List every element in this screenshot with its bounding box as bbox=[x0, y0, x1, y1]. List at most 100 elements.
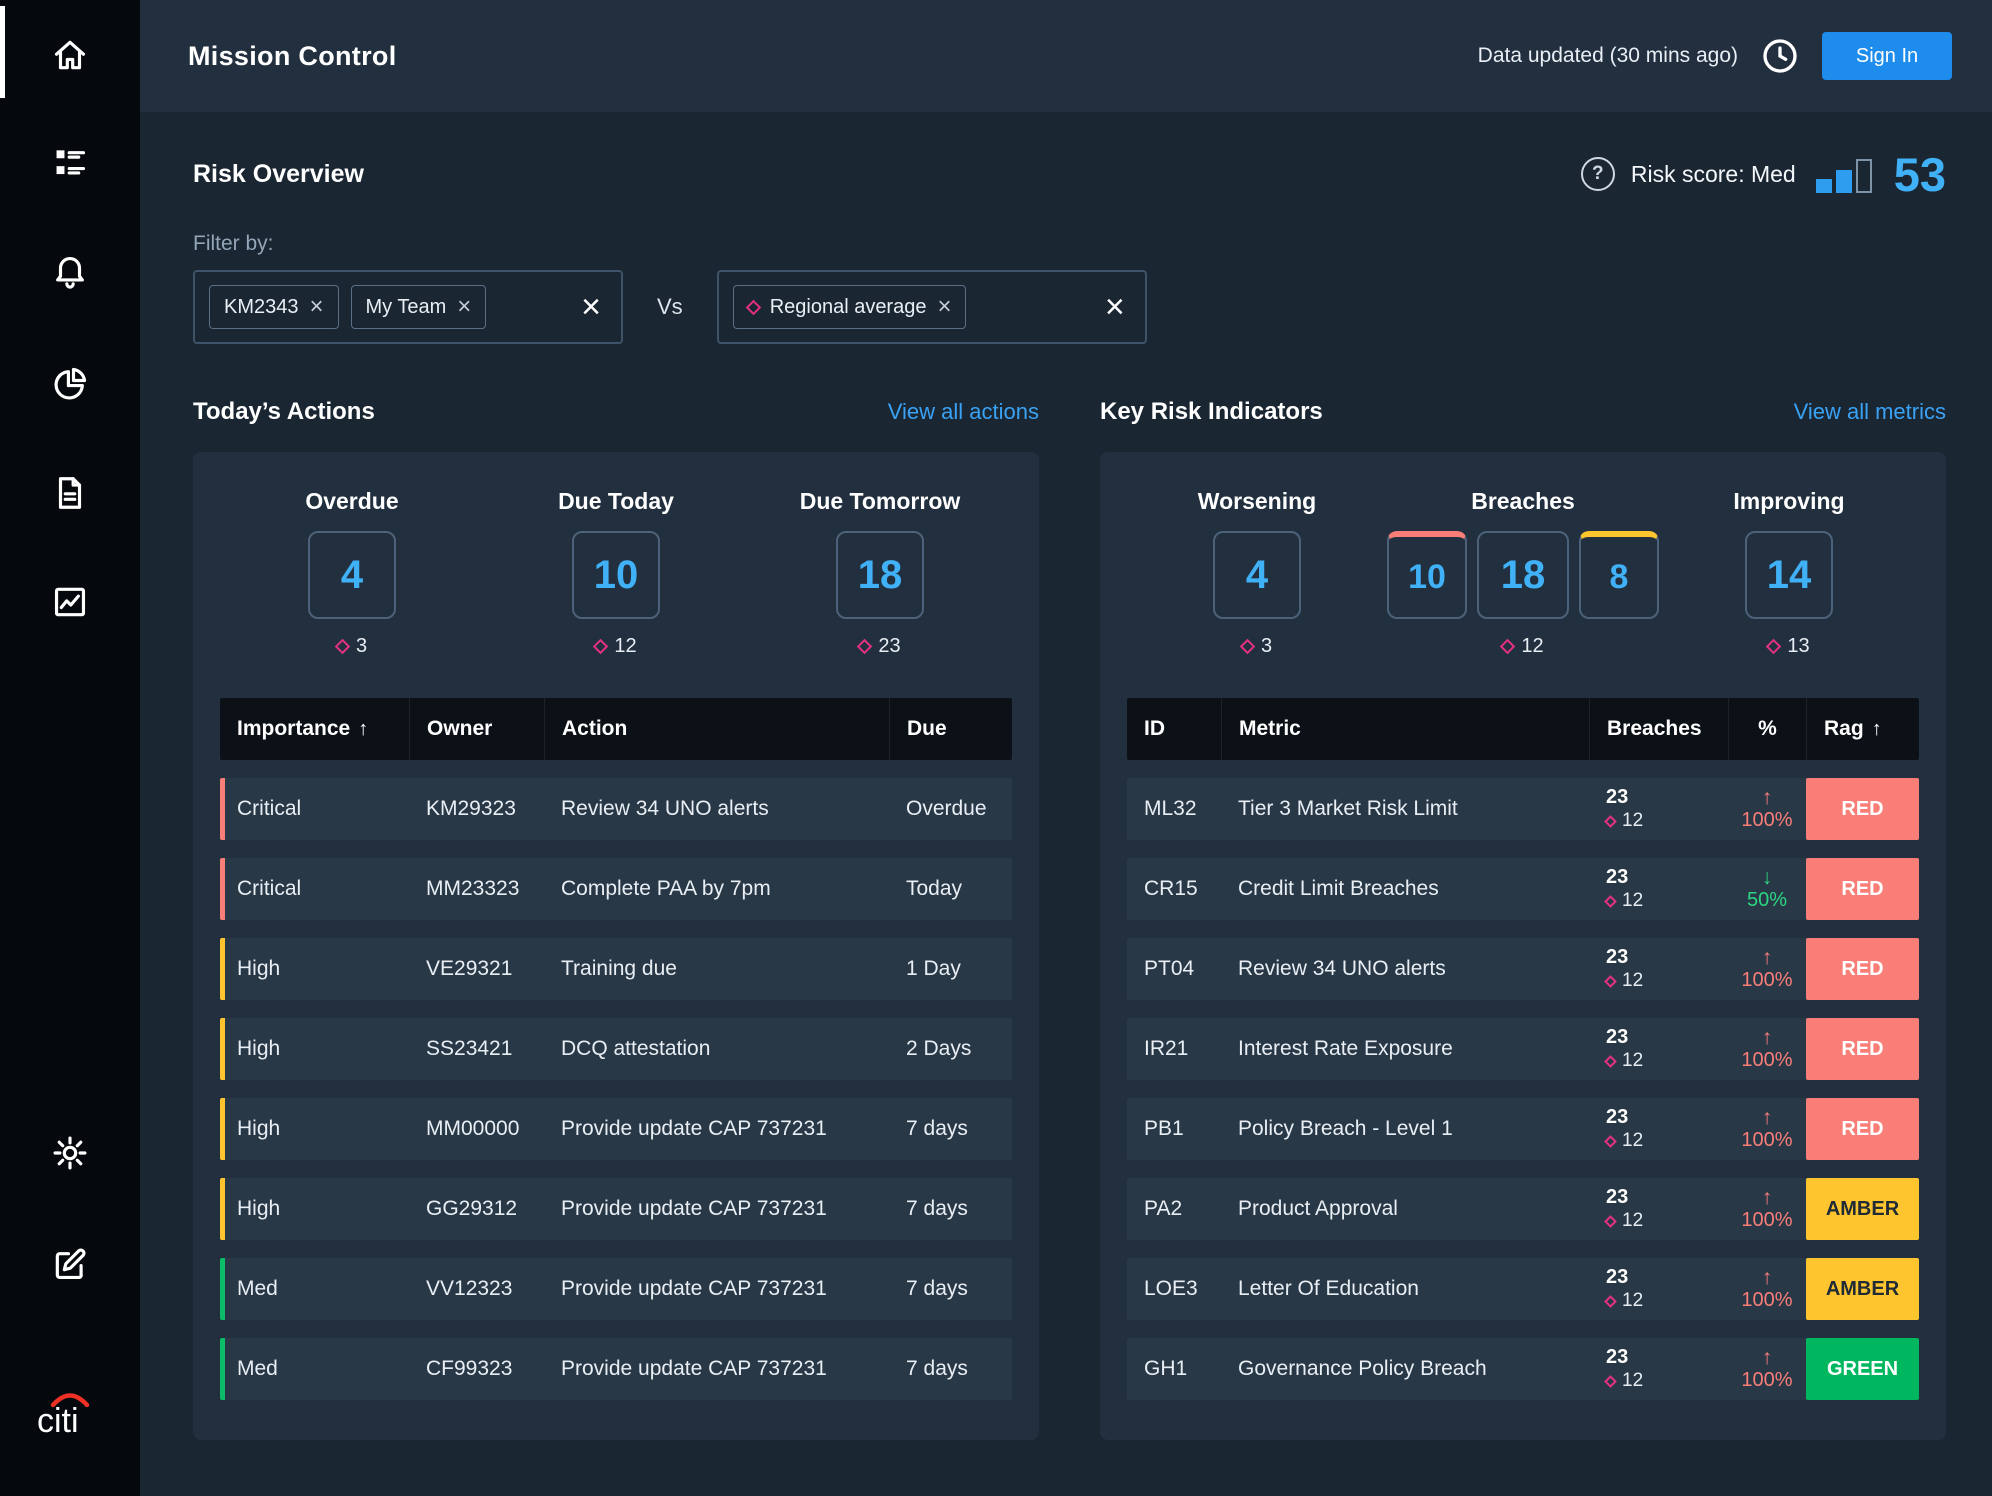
stat-diamond-count: 12 bbox=[593, 635, 637, 658]
id-cell: ML32 bbox=[1144, 797, 1197, 820]
remove-chip-icon[interactable]: × bbox=[457, 293, 472, 320]
action-row[interactable]: Med CF99323 Provide update CAP 737231 7 … bbox=[220, 1338, 1012, 1400]
metric-cell: Review 34 UNO alerts bbox=[1238, 957, 1446, 980]
filter-group-primary: KM2343 × My Team × × bbox=[193, 270, 623, 344]
kri-row[interactable]: ML32 Tier 3 Market Risk Limit 23 12 ↑ 10… bbox=[1127, 778, 1919, 840]
action-row[interactable]: Critical KM29323 Review 34 UNO alerts Ov… bbox=[220, 778, 1012, 840]
col-importance[interactable]: Importance ↑ bbox=[237, 717, 369, 740]
kri-row[interactable]: PB1 Policy Breach - Level 1 23 12 ↑ 100%… bbox=[1127, 1098, 1919, 1160]
action-row[interactable]: High SS23421 DCQ attestation 2 Days bbox=[220, 1018, 1012, 1080]
col-owner[interactable]: Owner bbox=[409, 698, 544, 760]
stat-value-box: 18 bbox=[836, 531, 924, 619]
breaches-boxes: 10 18 8 bbox=[1387, 531, 1659, 619]
diamond-icon bbox=[1604, 1055, 1617, 1068]
header: Mission Control Data updated (30 mins ag… bbox=[140, 0, 1992, 112]
stat-diamond-count: 23 bbox=[857, 635, 901, 658]
breaches-cell: 23 12 bbox=[1604, 866, 1644, 912]
actions-table: Importance ↑ Owner Action Due Critical K… bbox=[220, 698, 1012, 1400]
pct-cell: ↓ 50% bbox=[1746, 867, 1788, 911]
action-row[interactable]: High VE29321 Training due 1 Day bbox=[220, 938, 1012, 1000]
breaches-cell: 23 12 bbox=[1604, 1266, 1644, 1312]
due-cell: 7 days bbox=[906, 1197, 968, 1220]
sidebar-item-compose[interactable] bbox=[0, 1209, 140, 1319]
remove-chip-icon[interactable]: × bbox=[309, 293, 324, 320]
pct-cell: ↑ 100% bbox=[1741, 1347, 1793, 1391]
action-cell: Provide update CAP 737231 bbox=[561, 1117, 827, 1140]
sidebar-item-dashboard[interactable] bbox=[0, 108, 140, 218]
diamond-icon bbox=[1604, 1215, 1617, 1228]
col-breaches[interactable]: Breaches bbox=[1589, 698, 1728, 760]
importance-cell: Critical bbox=[237, 797, 302, 820]
owner-cell: KM29323 bbox=[426, 797, 516, 820]
owner-cell: GG29312 bbox=[426, 1197, 518, 1220]
importance-cell: High bbox=[237, 1037, 281, 1060]
pct-cell: ↑ 100% bbox=[1741, 1027, 1793, 1071]
filter-chip-my-team[interactable]: My Team × bbox=[350, 285, 487, 329]
sidebar-item-documents[interactable] bbox=[0, 438, 140, 548]
sidebar-item-analytics[interactable] bbox=[0, 329, 140, 439]
stat-label: Worsening bbox=[1197, 488, 1317, 514]
trend-arrow-icon: ↑ bbox=[1761, 787, 1773, 809]
id-cell: LOE3 bbox=[1144, 1277, 1198, 1300]
sign-in-button[interactable]: Sign In bbox=[1822, 32, 1952, 80]
filter-chip-km2343[interactable]: KM2343 × bbox=[209, 285, 339, 329]
trend-arrow-icon: ↑ bbox=[1761, 1267, 1773, 1289]
diamond-icon bbox=[593, 638, 609, 655]
rag-badge: AMBER bbox=[1806, 1258, 1919, 1320]
view-all-actions-link[interactable]: View all actions bbox=[887, 399, 1039, 424]
breaches-cell: 23 12 bbox=[1604, 1346, 1644, 1392]
diamond-icon bbox=[1239, 638, 1256, 655]
clear-filters-icon[interactable]: × bbox=[1104, 288, 1125, 326]
metric-cell: Governance Policy Breach bbox=[1238, 1357, 1487, 1380]
help-icon[interactable]: ? bbox=[1580, 157, 1615, 191]
home-icon bbox=[54, 40, 86, 70]
filter-chip-regional-average[interactable]: Regional average × bbox=[732, 285, 967, 329]
pct-cell: ↑ 100% bbox=[1741, 1107, 1793, 1151]
actions-table-header: Importance ↑ Owner Action Due bbox=[220, 698, 1012, 760]
metric-cell: Letter Of Education bbox=[1238, 1277, 1419, 1300]
diamond-icon bbox=[1604, 1375, 1617, 1388]
rag-badge: RED bbox=[1806, 778, 1919, 840]
view-all-metrics-link[interactable]: View all metrics bbox=[1793, 399, 1946, 424]
vs-label: Vs bbox=[657, 294, 683, 319]
sidebar-item-settings[interactable] bbox=[0, 1098, 140, 1208]
todays-actions-head: Today’s Actions View all actions bbox=[193, 392, 1039, 432]
kri-row[interactable]: PT04 Review 34 UNO alerts 23 12 ↑ 100% R… bbox=[1127, 938, 1919, 1000]
action-row[interactable]: High MM00000 Provide update CAP 737231 7… bbox=[220, 1098, 1012, 1160]
sidebar-item-home[interactable] bbox=[0, 0, 140, 110]
remove-chip-icon[interactable]: × bbox=[937, 293, 952, 320]
col-metric[interactable]: Metric bbox=[1221, 698, 1589, 760]
col-pct[interactable]: % bbox=[1728, 698, 1806, 760]
kri-row[interactable]: PA2 Product Approval 23 12 ↑ 100% AMBER bbox=[1127, 1178, 1919, 1240]
action-cell: DCQ attestation bbox=[561, 1037, 711, 1060]
owner-cell: SS23421 bbox=[426, 1037, 513, 1060]
col-action[interactable]: Action bbox=[544, 698, 889, 760]
kri-table: ID Metric Breaches % Rag ↑ ML32 Tier 3 M… bbox=[1127, 698, 1919, 1400]
actions-table-body: Critical KM29323 Review 34 UNO alerts Ov… bbox=[220, 778, 1012, 1400]
header-right: Data updated (30 mins ago) Sign In bbox=[1478, 32, 1952, 80]
sidebar-item-notifications[interactable] bbox=[0, 217, 140, 327]
breaches-cell: 23 12 bbox=[1604, 786, 1644, 832]
col-id[interactable]: ID bbox=[1144, 717, 1165, 740]
clear-filters-icon[interactable]: × bbox=[581, 288, 601, 326]
kri-row[interactable]: LOE3 Letter Of Education 23 12 ↑ 100% AM… bbox=[1127, 1258, 1919, 1320]
kri-row[interactable]: GH1 Governance Policy Breach 23 12 ↑ 100… bbox=[1127, 1338, 1919, 1400]
sidebar-item-reports[interactable] bbox=[0, 547, 140, 657]
stat-improving: Improving 14 13 bbox=[1659, 488, 1919, 698]
col-due[interactable]: Due bbox=[889, 698, 1012, 760]
col-rag[interactable]: Rag ↑ bbox=[1806, 698, 1919, 760]
stat-label: Due Today bbox=[558, 488, 674, 514]
trend-arrow-icon: ↓ bbox=[1761, 867, 1773, 889]
stat-breaches: Breaches 10 18 8 12 bbox=[1387, 488, 1659, 698]
action-row[interactable]: High GG29312 Provide update CAP 737231 7… bbox=[220, 1178, 1012, 1240]
kri-row[interactable]: CR15 Credit Limit Breaches 23 12 ↓ 50% R… bbox=[1127, 858, 1919, 920]
action-cell: Training due bbox=[561, 957, 677, 980]
action-row[interactable]: Med VV12323 Provide update CAP 737231 7 … bbox=[220, 1258, 1012, 1320]
trend-arrow-icon: ↑ bbox=[1761, 947, 1773, 969]
filter-row: KM2343 × My Team × × Vs Regional average… bbox=[193, 270, 1946, 344]
action-row[interactable]: Critical MM23323 Complete PAA by 7pm Tod… bbox=[220, 858, 1012, 920]
pie-chart-icon bbox=[54, 367, 87, 400]
chip-label: KM2343 bbox=[224, 295, 299, 318]
breaches-total-box: 18 bbox=[1477, 531, 1569, 619]
kri-row[interactable]: IR21 Interest Rate Exposure 23 12 ↑ 100%… bbox=[1127, 1018, 1919, 1080]
